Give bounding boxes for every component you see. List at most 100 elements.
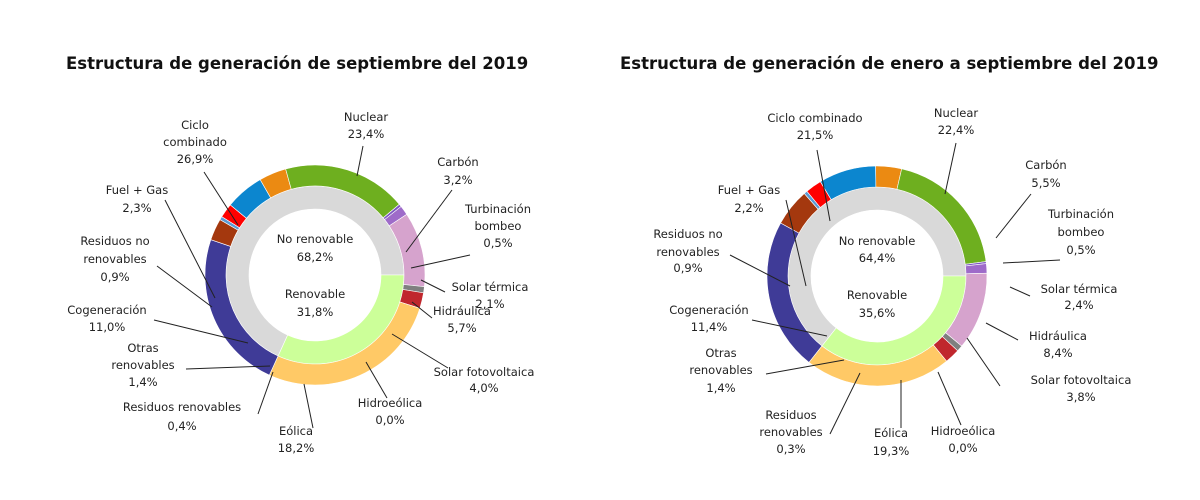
leader-line-hidroeolica — [937, 371, 962, 426]
slice-label-cogeneracion: Cogeneración — [669, 303, 748, 317]
slice-value-residuos-no-renovables: 0,9% — [100, 270, 129, 284]
slice-value-turbinacion-bombeo: 0,5% — [1066, 243, 1095, 257]
slice-label-turbinacion-bombeo: bombeo — [1058, 225, 1105, 239]
leader-line-otras-renovables — [765, 359, 845, 375]
slice-ciclo-combinado — [808, 344, 948, 387]
slice-label-cogeneracion: Cogeneración — [67, 303, 146, 317]
slice-label-residuos-renovables: renovables — [759, 425, 822, 439]
ring-value-renovable: 31,8% — [297, 305, 334, 319]
ring-label-renovable: Renovable — [847, 288, 907, 302]
slice-label-eolica: Eólica — [874, 426, 908, 440]
leader-line-fuel-gas — [164, 199, 216, 299]
leader-line-solar-termica — [420, 279, 446, 293]
slice-label-hidroeolica: Hidroeólica — [931, 424, 996, 438]
leader-line-turbinacion-bombeo — [410, 254, 471, 269]
slice-label-residuos-no-renovables: renovables — [83, 252, 146, 266]
slice-label-fuel-gas: Fuel + Gas — [718, 183, 780, 197]
slice-value-solar-termica: 2,4% — [1064, 298, 1093, 312]
ring-value-no-renovable: 68,2% — [297, 250, 334, 264]
leader-line-turbinacion-bombeo — [1002, 259, 1061, 264]
slice-value-nuclear: 23,4% — [348, 127, 385, 141]
slice-label-solar-fotovoltaica: Solar fotovoltaica — [1031, 373, 1132, 387]
slice-label-fuel-gas: Fuel + Gas — [106, 183, 168, 197]
slice-label-ciclo-combinado: combinado — [163, 135, 227, 149]
slice-label-ciclo-combinado: Ciclo — [181, 118, 209, 132]
slice-label-carbon: Carbón — [1025, 158, 1066, 172]
slice-label-turbinacion-bombeo: Turbinación — [1047, 207, 1114, 221]
slice-label-otras-renovables: renovables — [111, 358, 174, 372]
slice-label-hidraulica: Hidráulica — [1029, 329, 1087, 343]
slice-value-cogeneracion: 11,4% — [691, 320, 728, 334]
leader-line-ciclo-combinado — [203, 171, 239, 226]
slice-ciclo-combinado — [269, 301, 421, 386]
ring-label-no-renovable: No renovable — [839, 234, 916, 248]
slice-value-solar-termica: 2,1% — [475, 297, 504, 311]
slice-label-otras-renovables: Otras — [705, 346, 736, 360]
slice-label-residuos-no-renovables: renovables — [656, 245, 719, 259]
slice-label-residuos-renovables: Residuos renovables — [123, 400, 241, 414]
slice-value-nuclear: 22,4% — [938, 123, 975, 137]
slice-label-residuos-no-renovables: Residuos no — [80, 234, 149, 248]
leader-line-solar-fotovoltaica — [966, 337, 1001, 387]
slice-value-ciclo-combinado: 21,5% — [797, 128, 834, 142]
leader-line-solar-termica — [1009, 286, 1031, 297]
slice-value-fuel-gas: 2,3% — [122, 201, 151, 215]
leader-line-cogeneracion — [153, 319, 249, 344]
slice-value-carbon: 5,5% — [1031, 176, 1060, 190]
leader-line-nuclear — [356, 145, 364, 177]
slice-value-eolica: 19,3% — [873, 444, 910, 458]
ring-value-no-renovable: 64,4% — [859, 251, 896, 265]
slice-label-carbon: Carbón — [437, 155, 478, 169]
donut-chart-2 — [766, 165, 988, 387]
leader-line-carbon — [405, 189, 453, 253]
leader-line-residuos-renovables — [829, 372, 861, 435]
slice-label-residuos-no-renovables: Residuos no — [653, 227, 722, 241]
slice-label-hidraulica: Hidráulica — [433, 304, 491, 318]
slice-label-solar-termica: Solar térmica — [1041, 282, 1118, 296]
leader-line-fuel-gas — [785, 199, 807, 287]
slice-label-solar-fotovoltaica: Solar fotovoltaica — [434, 365, 535, 379]
leader-line-hidroeolica — [365, 361, 388, 399]
leader-line-otras-renovables — [185, 365, 271, 370]
chart-title-september: Estructura de generación de septiembre d… — [66, 54, 529, 73]
slice-value-residuos-renovables: 0,3% — [776, 442, 805, 456]
slice-value-ciclo-combinado: 26,9% — [177, 152, 214, 166]
slice-label-otras-renovables: renovables — [689, 363, 752, 377]
slice-label-solar-termica: Solar térmica — [452, 280, 529, 294]
donut-chart-1 — [204, 164, 426, 386]
leader-line-eolica — [303, 383, 314, 429]
slice-value-hidraulica: 8,4% — [1043, 346, 1072, 360]
ring-value-renovable: 35,6% — [859, 306, 896, 320]
leader-line-hidraulica — [411, 301, 433, 319]
slice-value-eolica: 18,2% — [278, 441, 315, 455]
leader-line-residuos-no-renovables — [729, 254, 791, 287]
slice-value-solar-fotovoltaica: 3,8% — [1066, 390, 1095, 404]
slice-label-hidroeolica: Hidroeólica — [358, 396, 423, 410]
chart-title-january-september: Estructura de generación de enero a sept… — [620, 54, 1159, 73]
slice-value-cogeneracion: 11,0% — [89, 320, 126, 334]
slice-value-residuos-renovables: 0,4% — [167, 419, 196, 433]
slice-label-eolica: Eólica — [279, 424, 313, 438]
slice-value-hidroeolica: 0,0% — [375, 413, 404, 427]
slice-label-otras-renovables: Otras — [127, 341, 158, 355]
slice-value-fuel-gas: 2,2% — [734, 201, 763, 215]
leader-line-cogeneracion — [751, 319, 828, 337]
slice-value-residuos-no-renovables: 0,9% — [673, 261, 702, 275]
leader-line-residuos-no-renovables — [156, 265, 213, 308]
slice-value-turbinacion-bombeo: 0,5% — [483, 236, 512, 250]
slice-label-ciclo-combinado: Ciclo combinado — [767, 111, 862, 125]
slice-label-turbinacion-bombeo: Turbinación — [464, 202, 531, 216]
slice-value-otras-renovables: 1,4% — [706, 381, 735, 395]
leader-line-ciclo-combinado — [816, 149, 831, 222]
leader-line-residuos-renovables — [257, 371, 274, 415]
leader-line-carbon — [995, 193, 1032, 239]
slice-label-turbinacion-bombeo: bombeo — [475, 219, 522, 233]
leader-line-nuclear — [944, 142, 957, 195]
slice-value-solar-fotovoltaica: 4,0% — [469, 381, 498, 395]
leader-line-hidraulica — [985, 322, 1019, 341]
slice-value-carbon: 3,2% — [443, 173, 472, 187]
slice-value-hidroeolica: 0,0% — [948, 441, 977, 455]
slice-label-nuclear: Nuclear — [344, 110, 389, 124]
ring-label-no-renovable: No renovable — [277, 232, 354, 246]
